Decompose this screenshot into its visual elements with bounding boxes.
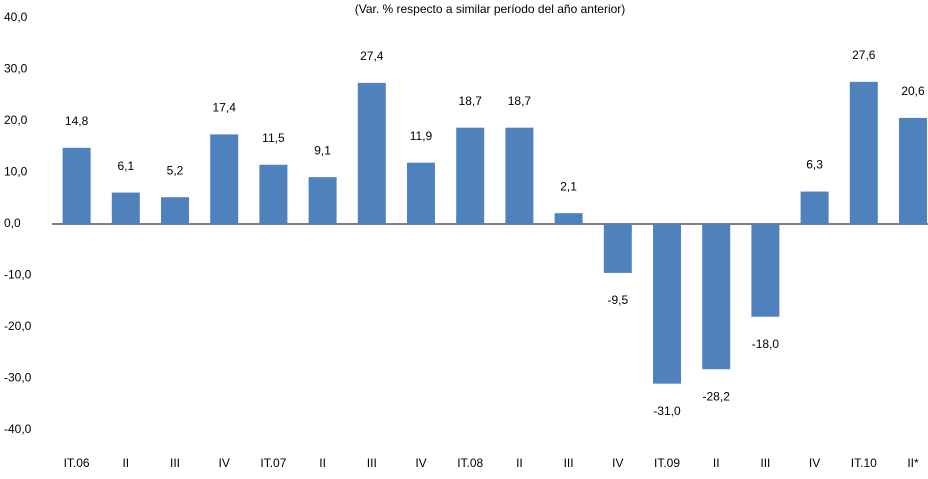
value-label: 20,6 bbox=[901, 84, 925, 98]
bar bbox=[603, 224, 632, 273]
x-tick-label: III bbox=[564, 456, 574, 470]
value-label: 18,7 bbox=[508, 94, 532, 108]
y-tick-label: 40,0 bbox=[4, 10, 28, 24]
bar bbox=[161, 197, 189, 224]
bar bbox=[702, 224, 731, 370]
value-label: 5,2 bbox=[167, 163, 184, 177]
bar bbox=[554, 213, 583, 224]
bar bbox=[456, 127, 485, 224]
bar bbox=[653, 224, 681, 384]
bar bbox=[849, 81, 878, 224]
x-tick-label: IV bbox=[612, 456, 623, 470]
y-tick-label: 30,0 bbox=[4, 62, 28, 76]
value-label: 27,4 bbox=[360, 49, 384, 63]
value-label: 27,6 bbox=[852, 48, 876, 62]
x-tick-label: IV bbox=[219, 456, 230, 470]
value-label: 11,5 bbox=[262, 131, 285, 145]
x-tick-label: IV bbox=[809, 456, 820, 470]
x-tick-label: II bbox=[319, 456, 326, 470]
x-tick-label: II bbox=[122, 456, 129, 470]
value-label: 14,8 bbox=[65, 114, 89, 128]
y-tick-label: -20,0 bbox=[4, 319, 32, 333]
bar bbox=[259, 164, 288, 224]
y-tick-label: -10,0 bbox=[4, 268, 32, 282]
bar bbox=[308, 177, 337, 224]
x-tick-label: II* bbox=[907, 456, 919, 470]
bar bbox=[111, 192, 140, 224]
bar bbox=[62, 147, 91, 224]
x-tick-label: III bbox=[170, 456, 180, 470]
x-tick-label: IT.07 bbox=[260, 456, 286, 470]
value-label: 9,1 bbox=[314, 143, 331, 157]
y-tick-label: 10,0 bbox=[4, 165, 28, 179]
x-tick-label: IT.06 bbox=[64, 456, 90, 470]
x-tick-label: III bbox=[367, 456, 377, 470]
value-label: 11,9 bbox=[410, 129, 433, 143]
x-tick-label: III bbox=[760, 456, 770, 470]
value-label: 17,4 bbox=[213, 101, 237, 115]
x-tick-label: IT.10 bbox=[851, 456, 877, 470]
x-tick-label: II bbox=[713, 456, 720, 470]
value-label: 6,3 bbox=[806, 158, 823, 172]
x-tick-label: IV bbox=[415, 456, 426, 470]
value-label: 6,1 bbox=[117, 159, 134, 173]
bar bbox=[751, 224, 780, 317]
value-label: 18,7 bbox=[459, 94, 483, 108]
bar bbox=[407, 162, 435, 224]
chart-subtitle: (Var. % respecto a similar período del a… bbox=[355, 2, 626, 16]
x-tick-label: II bbox=[516, 456, 523, 470]
y-tick-label: -40,0 bbox=[4, 422, 32, 436]
bar bbox=[800, 191, 829, 224]
x-tick-label: IT.08 bbox=[457, 456, 483, 470]
y-tick-label: 20,0 bbox=[4, 113, 28, 127]
value-label: -28,2 bbox=[703, 389, 731, 403]
y-tick-label: -30,0 bbox=[4, 371, 32, 385]
bar bbox=[357, 82, 386, 224]
bar bbox=[899, 117, 927, 224]
y-tick-label: 0,0 bbox=[4, 216, 21, 230]
value-label: -18,0 bbox=[752, 337, 780, 351]
x-tick-label: IT.09 bbox=[654, 456, 680, 470]
value-label: -9,5 bbox=[607, 293, 628, 307]
value-label: -31,0 bbox=[653, 404, 681, 418]
bar bbox=[505, 127, 534, 224]
value-label: 2,1 bbox=[560, 179, 577, 193]
bar bbox=[210, 134, 239, 224]
